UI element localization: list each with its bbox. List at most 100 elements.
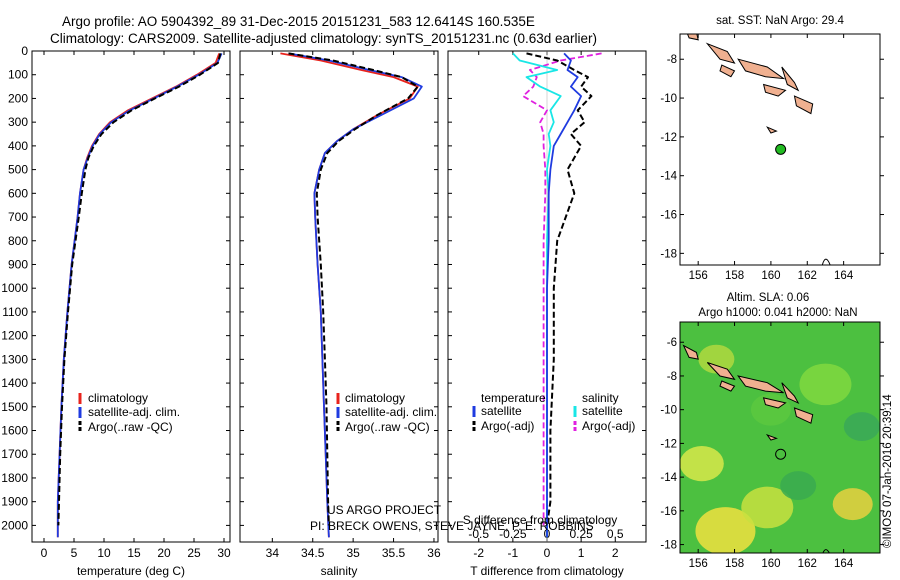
difference-top-xlabel: S difference from climatology (463, 513, 618, 527)
top-tick-label: -0.25 (499, 527, 527, 541)
series-line-magenta (522, 52, 602, 526)
x-tick-label: 1 (578, 546, 585, 560)
legend-label: satellite-adj. clim. (88, 405, 180, 419)
temperature-xlabel: temperature (deg C) (77, 564, 185, 578)
x-tick-label: 0 (41, 546, 48, 560)
map-x-tick-label: 162 (798, 558, 817, 570)
x-tick-label: 34.5 (301, 546, 325, 560)
island (706, 362, 736, 381)
series-line-blue (56, 53, 223, 538)
legend-label: satellite (481, 404, 522, 418)
x-tick-label: -1 (508, 546, 519, 560)
series-line-blue (288, 52, 423, 538)
map-x-tick-label: 164 (834, 270, 854, 282)
y-tick-label: 2000 (1, 518, 28, 532)
argo-location-marker (775, 448, 787, 460)
salinity-panel-frame (239, 50, 439, 543)
sst-map-axes: 156 158 160 162 164 -8 -10 -12 -14 -16 -18 (660, 34, 884, 282)
map-y-tick-label: -10 (660, 405, 677, 417)
map-y-tick-label: -12 (660, 438, 677, 450)
legend-label: Argo(-adj) (481, 419, 534, 433)
y-tick-label: 900 (8, 257, 28, 271)
header-line2: Climatology: CARS2009. Satellite-adjuste… (50, 31, 597, 46)
island (793, 407, 814, 424)
axes-layer: 0 5 10 15 20 25 300100200300400500600700800900… (1, 44, 646, 560)
series-group (280, 52, 423, 538)
island (762, 83, 787, 97)
series-layer (56, 52, 602, 538)
map-y-tick-label: -8 (667, 371, 677, 383)
y-tick-label: 100 (8, 68, 28, 82)
island (765, 433, 778, 441)
sla-patch (741, 486, 794, 529)
sla-patch (780, 471, 817, 500)
legend-header-salinity: salinity (582, 391, 619, 405)
sla-map-title-line2: Argo h1000: 0.041 h2000: NaN (698, 307, 857, 319)
series-line-black (526, 52, 593, 526)
sla-field (680, 344, 880, 553)
y-tick-label: 1600 (1, 424, 28, 438)
island (682, 344, 699, 360)
island (793, 95, 814, 115)
y-tick-label: 700 (8, 210, 28, 224)
temperature-panel-frame (31, 50, 231, 543)
map-y-tick-label: -12 (660, 132, 677, 144)
top-tick-label: 0.25 (569, 527, 593, 541)
difference-xlabel: T difference from climatology (470, 564, 624, 578)
x-tick-label: 5 (71, 546, 78, 560)
map-x-tick-label: 160 (761, 558, 780, 570)
y-tick-label: 1000 (1, 281, 28, 295)
island (719, 64, 736, 78)
map-x-tick-label: 162 (798, 270, 817, 282)
legend-label: Argo(-adj) (582, 419, 635, 433)
island (686, 34, 699, 41)
y-tick-label: 1700 (1, 447, 28, 461)
sla-patch (695, 507, 756, 553)
temperature-legend: climatology satellite-adj. clim. Argo(..… (78, 391, 180, 434)
x-tick-label: 35.5 (382, 546, 406, 560)
legend-label: climatology (345, 391, 405, 405)
x-tick-label: 25 (187, 546, 201, 560)
map-x-tick-label: 160 (761, 270, 780, 282)
y-tick-label: 400 (8, 139, 28, 153)
map-x-tick-label: 164 (834, 558, 854, 570)
series-line-black (57, 53, 222, 526)
legend-label: Argo(..raw -QC) (88, 420, 173, 434)
x-tick-label: 34 (266, 546, 280, 560)
y-tick-label: 1800 (1, 471, 28, 485)
top-tick-label: -0.5 (468, 527, 489, 541)
x-tick-label: 2 (612, 546, 619, 560)
map-x-tick-label: 158 (725, 558, 744, 570)
y-tick-label: 600 (8, 186, 28, 200)
island (766, 126, 778, 134)
legend-label: climatology (88, 391, 148, 405)
imos-credit: ©IMOS 07-Jan-2016 20:39:14 (882, 394, 894, 548)
land-masses (686, 34, 831, 265)
island (705, 42, 736, 64)
series-line-blue (546, 52, 582, 538)
map-y-tick-label: -16 (660, 210, 677, 222)
project-annotation-line2: PI: BRECK OWENS, STEVE JAYNE, P. E. ROBB… (310, 519, 594, 533)
series-line-black (288, 52, 419, 526)
y-tick-label: 1300 (1, 352, 28, 366)
x-tick-label: 15 (127, 546, 141, 560)
sla-map-title-line1: Altim. SLA: 0.06 (727, 292, 809, 304)
map-y-tick-label: -16 (660, 506, 677, 518)
legend-header-temperature: temperature (481, 391, 546, 405)
y-tick-label: 200 (8, 91, 28, 105)
y-tick-label: 1100 (2, 305, 28, 319)
map-y-tick-label: -10 (660, 93, 677, 105)
series-group (56, 53, 223, 538)
sla-patch (698, 344, 735, 374)
sla-patch (843, 412, 880, 441)
map-y-tick-label: -6 (667, 337, 677, 349)
island (719, 380, 736, 392)
land-masses (682, 344, 830, 553)
x-tick-label: 35 (346, 546, 360, 560)
map-x-tick-label: 156 (689, 558, 708, 570)
y-tick-label: 800 (8, 234, 28, 248)
sla-patch (680, 446, 724, 482)
project-annotation-line1: US ARGO PROJECT (327, 503, 442, 517)
x-tick-label: 30 (217, 546, 231, 560)
